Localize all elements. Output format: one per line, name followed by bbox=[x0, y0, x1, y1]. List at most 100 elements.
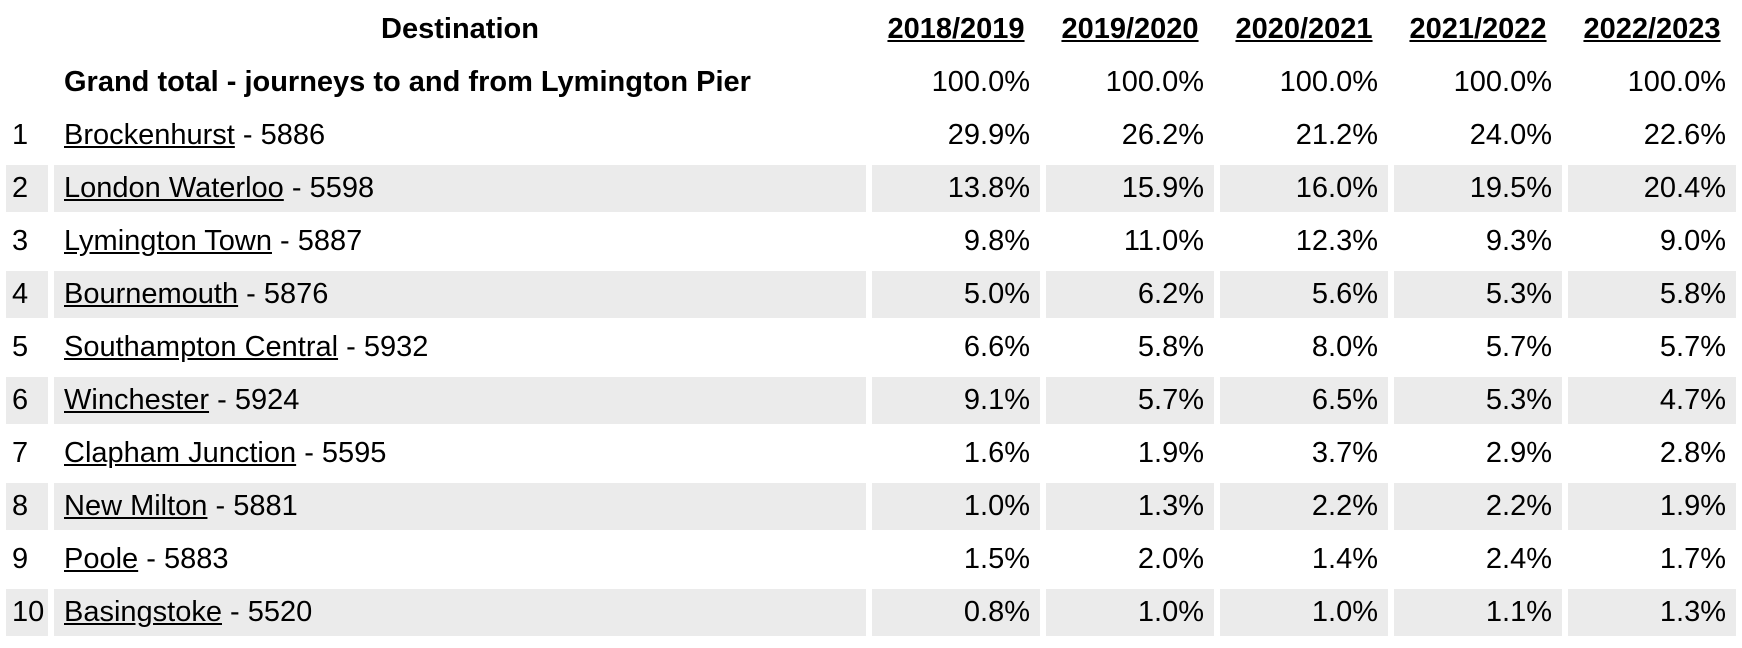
destination-cell: Basingstoke - 5520 bbox=[54, 589, 866, 636]
destination-cell: New Milton - 5881 bbox=[54, 483, 866, 530]
destination-cell: Clapham Junction - 5595 bbox=[54, 430, 866, 477]
percent-value: 12.3% bbox=[1295, 225, 1378, 257]
grand-total-label: Grand total - journeys to and from Lymin… bbox=[64, 66, 751, 98]
percent-value: 1.1% bbox=[1394, 589, 1562, 636]
year-column-header-2019-2020: 2019/2020 bbox=[1046, 6, 1214, 53]
grand-total-value: 100.0% bbox=[1279, 66, 1378, 98]
table-row: 6 Winchester - 5924 9.1% 5.7% 6.5% 5.3% … bbox=[6, 377, 1736, 424]
year-header-link[interactable]: 2019/2020 bbox=[1061, 13, 1199, 45]
rank-column-header bbox=[6, 6, 48, 53]
station-code: - 5520 bbox=[222, 596, 313, 628]
percent-value: 2.8% bbox=[1659, 437, 1726, 469]
rank-cell bbox=[6, 59, 48, 106]
percent-value: 15.9% bbox=[1046, 165, 1214, 212]
percent-value: 1.9% bbox=[1568, 483, 1736, 530]
station-link[interactable]: Southampton Central bbox=[64, 331, 339, 363]
percent-value: 1.6% bbox=[963, 437, 1030, 469]
percent-value: 22.6% bbox=[1643, 119, 1726, 151]
percent-value: 5.0% bbox=[872, 271, 1040, 318]
percent-value: 3.7% bbox=[1311, 437, 1378, 469]
destination-cell: Lymington Town - 5887 bbox=[54, 218, 866, 265]
percent-value: 5.7% bbox=[1659, 331, 1726, 363]
station-link[interactable]: Basingstoke bbox=[64, 596, 222, 628]
station-code: - 5598 bbox=[283, 172, 375, 204]
destination-cell: Southampton Central - 5932 bbox=[54, 324, 866, 371]
station-link[interactable]: Winchester bbox=[64, 384, 210, 416]
rank-cell: 6 bbox=[6, 377, 48, 424]
percent-value: 6.6% bbox=[963, 331, 1030, 363]
rank-cell: 8 bbox=[6, 483, 48, 530]
percent-value: 2.9% bbox=[1485, 437, 1552, 469]
rank-cell: 7 bbox=[12, 437, 29, 469]
destination-cell: Winchester - 5924 bbox=[54, 377, 866, 424]
station-link[interactable]: Bournemouth bbox=[64, 278, 239, 310]
percent-value: 9.3% bbox=[1485, 225, 1552, 257]
station-link[interactable]: New Milton bbox=[64, 490, 208, 522]
percent-value: 24.0% bbox=[1469, 119, 1552, 151]
percent-value: 13.8% bbox=[872, 165, 1040, 212]
destination-cell: London Waterloo - 5598 bbox=[54, 165, 866, 212]
percent-value: 5.8% bbox=[1568, 271, 1736, 318]
percent-value: 9.1% bbox=[872, 377, 1040, 424]
grand-total-value: 100.0% bbox=[1105, 66, 1204, 98]
table-row: 5 Southampton Central - 5932 6.6% 5.8% 8… bbox=[6, 324, 1736, 371]
table-row: 3 Lymington Town - 5887 9.8% 11.0% 12.3%… bbox=[6, 218, 1736, 265]
percent-value: 5.6% bbox=[1220, 271, 1388, 318]
station-code: - 5881 bbox=[207, 490, 298, 522]
percent-value: 2.4% bbox=[1485, 543, 1552, 575]
table-row: 1 Brockenhurst - 5886 29.9% 26.2% 21.2% … bbox=[6, 112, 1736, 159]
grand-total-row: Grand total - journeys to and from Lymin… bbox=[6, 59, 1736, 106]
table-row: 9 Poole - 5883 1.5% 2.0% 1.4% 2.4% 1.7% bbox=[6, 536, 1736, 583]
year-header-link[interactable]: 2018/2019 bbox=[887, 13, 1025, 45]
grand-total-value: 100.0% bbox=[1627, 66, 1726, 98]
percent-value: 9.0% bbox=[1659, 225, 1726, 257]
percent-value: 1.9% bbox=[1137, 437, 1204, 469]
station-code: - 5595 bbox=[296, 437, 387, 469]
station-link[interactable]: Lymington Town bbox=[64, 225, 272, 257]
year-column-header-2022-2023: 2022/2023 bbox=[1568, 6, 1736, 53]
rank-cell: 5 bbox=[12, 331, 29, 363]
percent-value: 21.2% bbox=[1295, 119, 1378, 151]
percent-value: 16.0% bbox=[1220, 165, 1388, 212]
percent-value: 1.5% bbox=[963, 543, 1030, 575]
percent-value: 4.7% bbox=[1568, 377, 1736, 424]
percent-value: 0.8% bbox=[872, 589, 1040, 636]
percent-value: 1.7% bbox=[1659, 543, 1726, 575]
percent-value: 19.5% bbox=[1394, 165, 1562, 212]
station-link[interactable]: London Waterloo bbox=[64, 172, 284, 204]
destination-column-header: Destination bbox=[381, 13, 539, 45]
percent-value: 5.7% bbox=[1046, 377, 1214, 424]
table-row: 4 Bournemouth - 5876 5.0% 6.2% 5.6% 5.3%… bbox=[6, 271, 1736, 318]
destination-cell: Brockenhurst - 5886 bbox=[54, 112, 866, 159]
station-code: - 5883 bbox=[138, 543, 229, 575]
percent-value: 26.2% bbox=[1121, 119, 1204, 151]
percent-value: 9.8% bbox=[963, 225, 1030, 257]
grand-total-value: 100.0% bbox=[931, 66, 1030, 98]
year-header-link[interactable]: 2021/2022 bbox=[1409, 13, 1547, 45]
percent-value: 1.0% bbox=[1046, 589, 1214, 636]
header-row: Destination 2018/2019 2019/2020 2020/202… bbox=[6, 6, 1736, 53]
table-row: 8 New Milton - 5881 1.0% 1.3% 2.2% 2.2% … bbox=[6, 483, 1736, 530]
table-row: 2 London Waterloo - 5598 13.8% 15.9% 16.… bbox=[6, 165, 1736, 212]
percent-value: 8.0% bbox=[1311, 331, 1378, 363]
year-column-header-2021-2022: 2021/2022 bbox=[1394, 6, 1562, 53]
station-link[interactable]: Brockenhurst bbox=[64, 119, 235, 151]
table-row: 7 Clapham Junction - 5595 1.6% 1.9% 3.7%… bbox=[6, 430, 1736, 477]
percent-value: 6.5% bbox=[1220, 377, 1388, 424]
station-link[interactable]: Poole bbox=[64, 543, 139, 575]
rank-cell: 3 bbox=[12, 225, 29, 257]
percent-value: 5.8% bbox=[1137, 331, 1204, 363]
year-header-link[interactable]: 2022/2023 bbox=[1583, 13, 1721, 45]
rank-cell: 9 bbox=[12, 543, 29, 575]
percent-value: 1.0% bbox=[1220, 589, 1388, 636]
percent-value: 11.0% bbox=[1123, 225, 1204, 257]
percent-value: 1.4% bbox=[1311, 543, 1378, 575]
station-code: - 5887 bbox=[271, 225, 363, 257]
station-code: - 5876 bbox=[238, 278, 329, 310]
destination-cell: Poole - 5883 bbox=[54, 536, 866, 583]
percent-value: 1.3% bbox=[1046, 483, 1214, 530]
station-link[interactable]: Clapham Junction bbox=[64, 437, 297, 469]
destination-cell: Bournemouth - 5876 bbox=[54, 271, 866, 318]
year-header-link[interactable]: 2020/2021 bbox=[1235, 13, 1373, 45]
